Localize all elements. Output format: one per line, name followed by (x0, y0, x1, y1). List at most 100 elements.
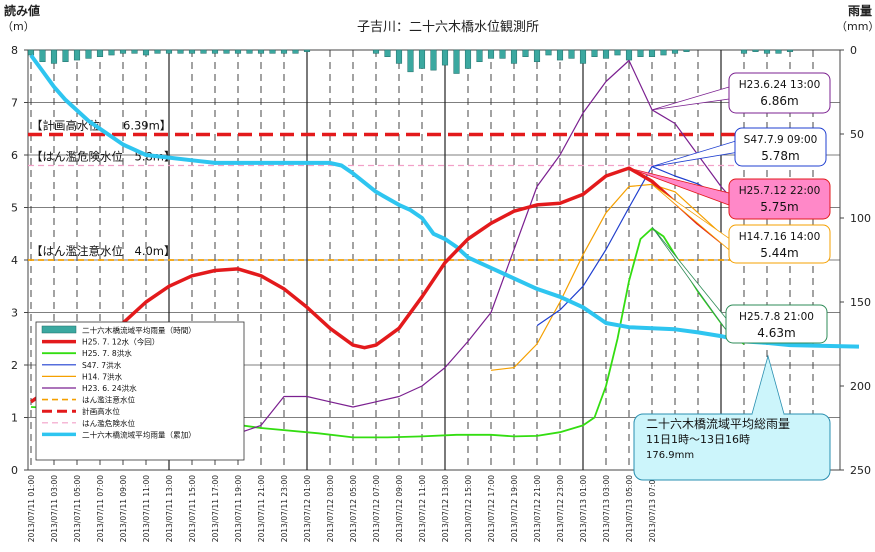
left-tick-label: 7 (11, 97, 18, 110)
rain-bar (625, 49, 633, 61)
callout-box (728, 224, 831, 264)
rain-bar (453, 49, 460, 74)
left-tick-label: 0 (11, 464, 18, 477)
chart-title: 子吉川：二十六木橋水位観測所 (357, 20, 539, 35)
callout-value: 6.86m (760, 94, 798, 108)
left-tick-label: 2 (11, 359, 18, 372)
right-tick-label: 100 (850, 212, 871, 225)
left-tick-label: 5 (11, 202, 18, 215)
callout-value: 5.78m (761, 149, 799, 163)
legend: 二十六木橋流域平均雨量（時間） H25. 7. 12水（今回）H25. 7. 8洪… (35, 321, 245, 461)
rain-bar (62, 49, 69, 63)
rain-bar (165, 49, 173, 54)
rain-bar (775, 49, 782, 54)
rain-bar (188, 49, 196, 54)
rain-bar (177, 49, 184, 54)
rain-bar (763, 49, 771, 54)
callout-title: S47.7.9 09:00 (744, 134, 818, 146)
reference-line-label: 【計画高水位 6.39m】 (31, 119, 171, 133)
hourly-rain-bars (27, 49, 794, 74)
x-tick-label: 2013/07/12 23:00 (556, 475, 565, 542)
rain-bar (614, 49, 621, 56)
legend-box (35, 321, 245, 461)
series-line (30, 166, 757, 404)
legend-label: H23. 6. 24洪水 (82, 383, 137, 393)
callout-title: H23.6.24 13:00 (739, 79, 821, 91)
x-tick-label: 2013/07/12 17:00 (487, 475, 496, 542)
callout-title: H25.7.8 21:00 (739, 311, 814, 323)
rain-bar (418, 49, 426, 69)
rain-bar (522, 49, 529, 57)
callout-box (728, 178, 831, 220)
x-tick-label: 2013/07/12 07:00 (372, 475, 381, 542)
x-tick-label: 2013/07/12 15:00 (464, 475, 473, 542)
x-tick-label: 2013/07/11 05:00 (73, 475, 82, 542)
callout-value: 4.63m (757, 326, 795, 340)
callouts: H23.6.24 13:00 6.86m S47.7.9 09:00 5.78m H25… (628, 72, 831, 344)
left-tick-label: 6 (11, 149, 18, 162)
rain-bar (108, 49, 115, 56)
left-tick-label: 3 (11, 307, 18, 320)
legend-label: H25. 7. 8洪水 (82, 348, 132, 358)
rain-bar (154, 49, 161, 54)
rain-bar (384, 49, 391, 57)
x-tick-label: 2013/07/11 11:00 (142, 475, 151, 542)
x-tick-label: 2013/07/12 09:00 (395, 475, 404, 542)
x-tick-label: 2013/07/12 21:00 (533, 475, 542, 542)
rain-bar (200, 49, 207, 54)
rain-bar (142, 49, 150, 56)
rain-bar (591, 49, 598, 57)
callout-value: 5.75m (760, 200, 798, 214)
x-tick-label: 2013/07/12 13:00 (441, 475, 450, 542)
rain-bar (487, 49, 495, 59)
rain-bar (223, 49, 230, 54)
x-tick-label: 2013/07/12 05:00 (349, 475, 358, 542)
legend-label: S47. 7洪水 (82, 360, 122, 370)
x-tick-label: 2013/07/12 01:00 (303, 475, 312, 542)
left-axis-label: 読み値 (4, 3, 40, 18)
rain-bar (740, 49, 748, 54)
legend-label: 二十六木橋流域平均雨量（時間） (82, 325, 196, 335)
x-tick-label: 2013/07/12 03:00 (326, 475, 335, 542)
x-tick-label: 2013/07/12 19:00 (510, 475, 519, 542)
series-line (30, 227, 745, 439)
callout-box (728, 72, 831, 114)
rain-bar (39, 49, 46, 63)
rain-bar (280, 49, 288, 54)
right-axis-label: 雨量 (848, 4, 872, 18)
rain-bar (131, 49, 138, 54)
right-tick-label: 50 (850, 128, 864, 141)
left-axis-unit: （m） (2, 20, 35, 33)
x-tick-label: 2013/07/13 07:00 (648, 475, 657, 542)
x-tick-label: 2013/07/11 15:00 (188, 475, 197, 542)
rain-bar (464, 49, 472, 69)
rain-bar (292, 49, 299, 54)
total-rain-callout: 二十六木橋流域平均総雨量 11日1時～13日16時 176.9mm (633, 354, 831, 481)
rain-bar (73, 49, 81, 61)
rain-bar (545, 49, 552, 56)
total-rain-title: 二十六木橋流域平均総雨量 (646, 417, 790, 431)
rain-bar (50, 49, 58, 64)
right-axis-unit: （mm） (836, 20, 875, 33)
series-line (168, 59, 756, 442)
rain-bar (269, 49, 276, 54)
rain-bar (556, 49, 564, 61)
rain-bar (568, 49, 575, 59)
rain-bar (671, 49, 679, 54)
x-tick-label: 2013/07/13 03:00 (602, 475, 611, 542)
legend-label: H14. 7洪水 (82, 371, 123, 381)
axes: 0 1 2 3 4 5 6 7 8 0 50 100 150 200 250 2013/07/11 01:00… (11, 44, 871, 542)
callout-box (725, 304, 828, 344)
rain-bar (499, 49, 506, 59)
x-tick-label: 2013/07/11 17:00 (211, 475, 220, 542)
legend-label: H25. 7. 12水（今回） (82, 337, 160, 347)
rain-bar (372, 49, 380, 54)
rain-bar (637, 49, 644, 57)
rain-bar (430, 49, 437, 71)
rain-bar (27, 49, 35, 56)
right-tick-label: 250 (850, 464, 871, 477)
rain-bar (119, 49, 127, 54)
total-rain-value: 176.9mm (646, 450, 694, 461)
rain-bar (602, 49, 610, 59)
left-tick-label: 4 (11, 254, 18, 267)
